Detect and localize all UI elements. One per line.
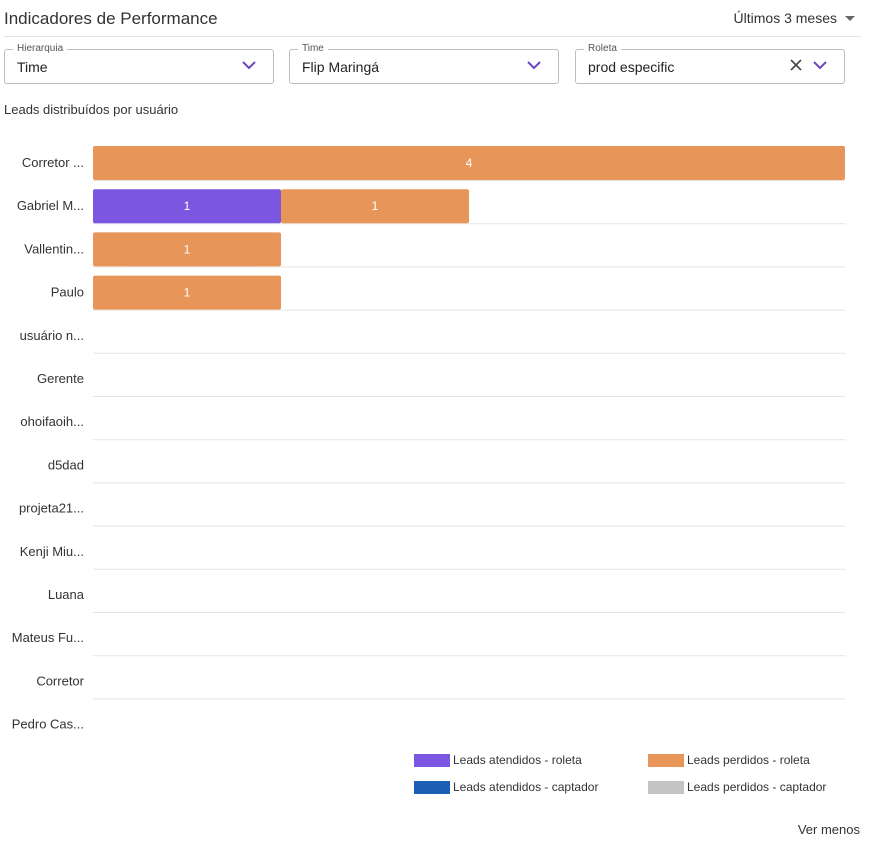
y-tick-label: Corretor — [36, 673, 84, 688]
y-tick-label: Gabriel M... — [17, 198, 84, 213]
legend-item-perdidos-roleta[interactable]: Leads perdidos - roleta — [648, 753, 810, 767]
roleta-select[interactable]: Roleta prod especific — [575, 43, 845, 84]
time-select[interactable]: Time Flip Maringá — [289, 43, 559, 84]
y-tick-label: Paulo — [51, 285, 84, 300]
roleta-label: Roleta — [584, 43, 621, 54]
chevron-down-icon[interactable] — [812, 59, 828, 71]
chevron-down-icon[interactable] — [241, 59, 257, 71]
y-tick-label: Gerente — [37, 371, 84, 386]
page-title: Indicadores de Performance — [4, 9, 218, 28]
chart-title: Leads distribuídos por usuário — [4, 102, 179, 117]
legend-item-perdidos-captador[interactable]: Leads perdidos - captador — [648, 780, 826, 794]
period-label: Últimos 3 meses — [733, 10, 837, 26]
bar-chart: Corretor ... 4 Gabriel M... 1 1 Vallentin... 1… — [12, 146, 845, 732]
hierarquia-label: Hierarquia — [13, 43, 68, 54]
y-tick-label: Kenji Miu... — [20, 544, 84, 559]
bar-value-label: 1 — [372, 199, 379, 213]
chevron-down-icon[interactable] — [526, 59, 542, 71]
hierarquia-value: Time — [17, 59, 48, 75]
roleta-value: prod especific — [588, 59, 675, 75]
bar-value-label: 1 — [184, 199, 191, 213]
period-dropdown[interactable]: Últimos 3 meses — [734, 10, 855, 26]
y-tick-label: projeta21... — [19, 501, 84, 516]
legend-item-atendidos-roleta[interactable]: Leads atendidos - roleta — [414, 753, 582, 767]
hierarquia-select[interactable]: Hierarquia Time — [4, 43, 274, 84]
y-tick-label: ohoifaoih... — [20, 414, 84, 429]
y-tick-label: Corretor ... — [22, 155, 84, 170]
time-value: Flip Maringá — [302, 59, 380, 75]
bar[interactable] — [93, 189, 281, 224]
bar[interactable] — [281, 189, 469, 224]
time-label: Time — [298, 43, 328, 54]
y-tick-label: usuário n... — [20, 328, 84, 343]
y-tick-label: d5dad — [48, 457, 84, 472]
header: Indicadores de Performance Últimos 3 mes… — [4, 0, 861, 37]
legend-label: Leads perdidos - roleta — [687, 753, 810, 767]
ver-menos-link[interactable]: Ver menos — [797, 822, 860, 837]
caret-down-icon — [845, 15, 855, 21]
y-tick-label: Luana — [48, 587, 85, 602]
bar[interactable] — [93, 232, 281, 267]
legend-swatch — [414, 753, 450, 767]
legend-swatch — [648, 753, 684, 767]
legend-label: Leads atendidos - roleta — [453, 753, 582, 767]
legend-label: Leads perdidos - captador — [687, 780, 827, 794]
legend-item-atendidos-captador[interactable]: Leads atendidos - captador — [414, 780, 598, 794]
bar-value-label: 1 — [184, 286, 191, 300]
y-tick-label: Mateus Fu... — [12, 630, 84, 645]
y-tick-label: Vallentin... — [24, 241, 84, 256]
y-tick-label: Pedro Cas... — [12, 717, 84, 732]
bar-value-label: 1 — [184, 242, 191, 256]
legend-label: Leads atendidos - captador — [453, 780, 599, 794]
close-icon[interactable] — [790, 59, 802, 71]
legend-swatch — [648, 780, 684, 794]
bar[interactable] — [93, 146, 845, 180]
legend-swatch — [414, 780, 450, 794]
bar[interactable] — [93, 275, 281, 310]
bar-value-label: 4 — [466, 156, 473, 170]
